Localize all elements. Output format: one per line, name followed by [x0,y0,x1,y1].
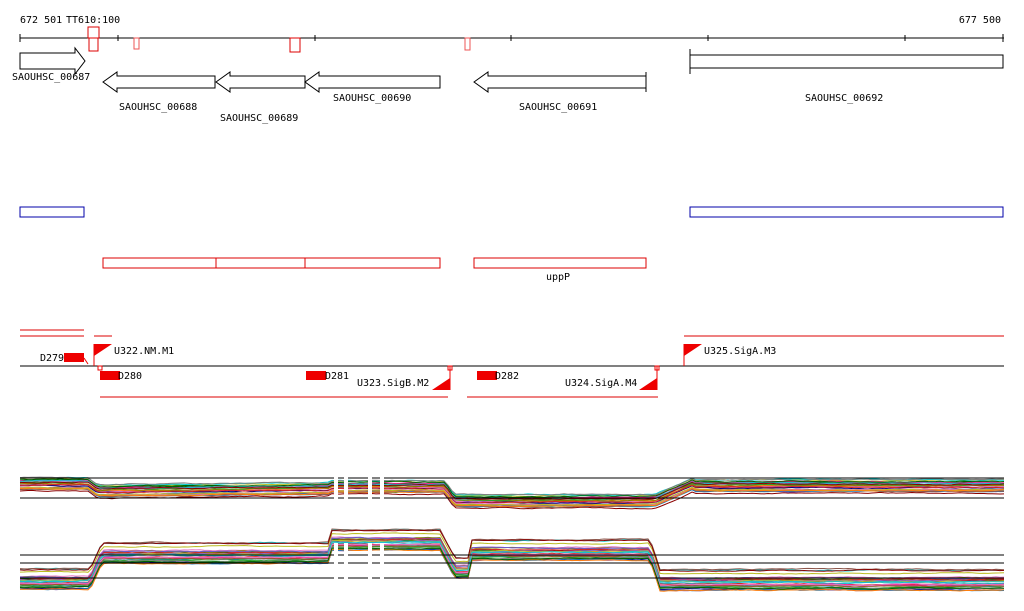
gene-label[interactable]: SAOUHSC_00687 [12,72,90,83]
downstream-label[interactable]: D280 [118,371,142,382]
downstream-label[interactable]: D279 [40,353,64,364]
track-gap [344,466,348,510]
operon-box[interactable] [102,257,441,269]
operon-track: uppP [102,257,647,283]
terminator-marker[interactable] [464,37,471,51]
expression-series-line [20,545,1005,588]
mark-connector [654,365,660,371]
expression-series-line [19,487,1005,508]
mark-connector [447,365,453,371]
gene-label[interactable]: SAOUHSC_00689 [220,113,298,124]
promoter-flag[interactable] [94,344,112,356]
gene-arrow-reverse[interactable] [215,71,306,93]
downstream-mark[interactable] [306,371,326,380]
gene-label[interactable]: SAOUHSC_00691 [519,102,597,113]
gene-arrow-forward[interactable] [19,46,86,76]
gene-arrow-reverse[interactable] [304,71,441,93]
promoter-label[interactable]: U323.SigB.M2 [357,378,429,389]
terminator-marker[interactable] [87,26,100,39]
operon-box[interactable] [473,257,647,269]
track-gap [368,466,372,510]
track-gap [334,543,338,590]
downstream-label[interactable]: D282 [495,371,519,382]
track-gap [380,466,384,510]
expression-series-line [19,486,1005,507]
axis-start-label: 672 501 [20,15,62,26]
track-gap [380,543,384,590]
downstream-mark[interactable] [64,353,84,362]
expression-series-line [20,548,1005,592]
coordinate-axis: 672 501 677 500 TT610:100 [19,15,1004,53]
gene-label[interactable]: SAOUHSC_00688 [119,102,197,113]
gene-arrow-reverse[interactable] [473,71,647,93]
promoter-flag[interactable] [684,344,702,356]
terminator-label[interactable]: TT610:100 [66,15,120,26]
promoter-flag[interactable] [432,378,450,390]
track-gap [334,466,338,510]
track-gap [344,543,348,590]
gene-label[interactable]: SAOUHSC_00692 [805,93,883,104]
mark-connector [97,365,103,371]
expression-series-line [19,483,1005,504]
expression-series-line [19,529,1005,572]
terminator-marker[interactable] [88,37,99,52]
mark-connector [83,357,89,365]
region-box[interactable] [689,206,1004,218]
operon-label[interactable]: uppP [546,272,570,283]
regulation-track: D279 D280 D281 D282 U322.NM.M1 U325.SigA… [20,329,1004,398]
expression-series-line [19,476,1005,496]
downstream-mark[interactable] [100,371,120,380]
gene-box[interactable] [689,54,1004,69]
expression-series-line [20,478,1005,498]
expression-series-line [19,532,1005,575]
expression-track-reverse [19,528,1005,592]
promoter-label[interactable]: U324.SigA.M4 [565,378,637,389]
expression-series-line [19,540,1005,584]
promoter-label[interactable]: U322.NM.M1 [114,346,174,357]
terminator-marker[interactable] [289,37,301,53]
downstream-mark[interactable] [477,371,497,380]
axis-end-label: 677 500 [959,15,1001,26]
expression-series-line [19,543,1004,587]
expression-series-line [19,481,1005,500]
expression-series-line [19,528,1005,571]
expression-track-forward [19,466,1005,510]
promoter-flag[interactable] [639,378,657,390]
promoter-label[interactable]: U325.SigA.M3 [704,346,776,357]
gene-track: SAOUHSC_00687 SAOUHSC_00688 SAOUHSC_0068… [12,46,1004,124]
gene-arrow-reverse[interactable] [102,71,216,93]
blue-region-track [19,206,1004,218]
track-gap [368,543,372,590]
gene-label[interactable]: SAOUHSC_00690 [333,93,411,104]
downstream-label[interactable]: D281 [325,371,349,382]
region-box[interactable] [19,206,85,218]
terminator-marker[interactable] [133,37,140,50]
